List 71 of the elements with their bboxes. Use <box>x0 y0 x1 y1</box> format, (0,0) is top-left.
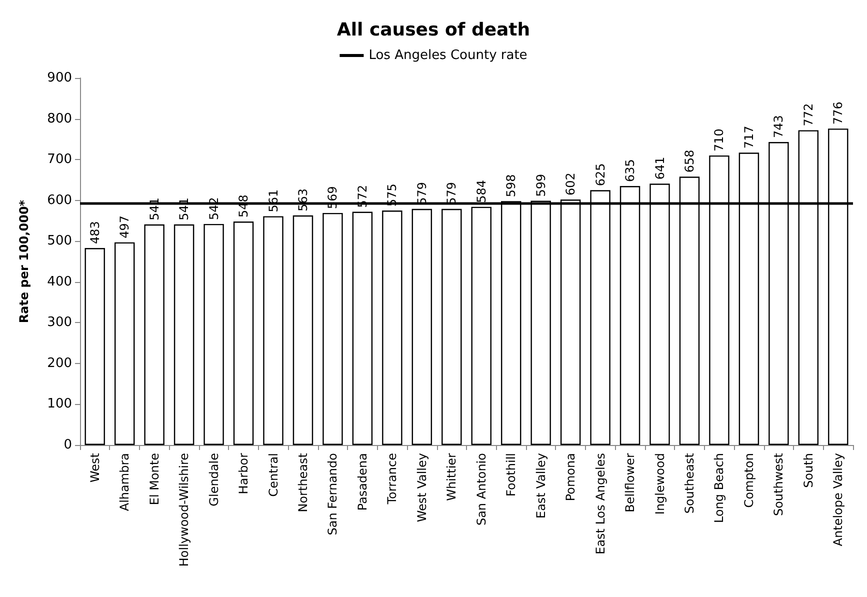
y-tick-label: 700 <box>47 152 72 168</box>
data-label: 599 <box>534 174 548 197</box>
x-tick-label: Torrance <box>385 453 400 506</box>
y-tick-label: 100 <box>47 396 72 412</box>
data-label: 483 <box>88 221 102 244</box>
x-tick-label: Northeast <box>296 452 310 512</box>
legend-label: Los Angeles County rate <box>368 48 528 63</box>
data-label: 772 <box>801 103 816 126</box>
bar <box>471 206 492 445</box>
x-tick-label: Pasadena <box>355 453 370 511</box>
bar <box>263 216 284 445</box>
bar <box>204 224 224 445</box>
y-tick-label: 0 <box>64 438 72 452</box>
y-tick-label: 300 <box>47 315 72 330</box>
y-tick-label: 400 <box>47 274 72 290</box>
data-label: 598 <box>504 174 518 198</box>
bar <box>442 208 462 445</box>
bar <box>84 248 105 445</box>
y-tick-label: 800 <box>47 111 72 126</box>
bar <box>382 210 402 445</box>
x-tick-label: Inglewood <box>652 453 667 515</box>
data-label: 497 <box>118 215 132 238</box>
x-tick-label: Long Beach <box>712 453 726 524</box>
data-label: 717 <box>742 126 756 149</box>
x-tick-label: Foothill <box>504 453 518 496</box>
data-label: 635 <box>623 159 638 182</box>
x-tick-label: San Fernando <box>326 453 340 536</box>
bar <box>322 212 343 445</box>
x-tick-label: Pomona <box>564 453 578 502</box>
data-label: 641 <box>652 156 667 180</box>
x-tick-label: Hollywood-Wilshire <box>177 453 192 567</box>
bar <box>233 222 254 445</box>
y-tick-label: 200 <box>47 356 72 371</box>
data-label: 584 <box>474 180 488 203</box>
x-tick-label: East Valley <box>534 453 548 518</box>
x-tick-label: Southwest <box>772 452 786 516</box>
x-tick-label: Southeast <box>682 452 696 514</box>
x-tick-label: San Antonio <box>474 453 488 526</box>
chart-title: All causes of death <box>336 20 530 40</box>
x-tick-label: Antelope Valley <box>831 453 846 546</box>
x-tick-label: Alhambra <box>118 453 132 512</box>
x-tick-label: Harbor <box>236 452 251 494</box>
y-tick-label: 600 <box>47 192 72 208</box>
x-tick-label: Compton <box>742 453 756 508</box>
data-label: 602 <box>564 172 578 196</box>
x-tick-label: West <box>88 452 102 483</box>
x-tick-label: Whittier <box>444 452 459 501</box>
x-tick-label: East Los Angeles <box>593 453 608 554</box>
data-label: 776 <box>831 102 846 125</box>
bar <box>114 242 135 445</box>
x-tick-label: Bellflower <box>623 452 638 512</box>
data-label: 658 <box>682 150 696 173</box>
data-label: 743 <box>772 115 786 138</box>
data-label: 541 <box>177 197 192 220</box>
bar <box>412 208 432 445</box>
x-tick-label: El Monte <box>147 453 162 506</box>
data-label: 710 <box>712 128 726 152</box>
data-label: 563 <box>296 188 310 212</box>
data-label: 541 <box>147 197 162 220</box>
y-tick-label: 500 <box>47 234 72 249</box>
x-tick-label: Glendale <box>206 453 221 506</box>
bar <box>352 212 373 445</box>
y-tick-label: 900 <box>47 70 72 86</box>
bar <box>174 224 194 445</box>
x-tick-label: South <box>801 453 816 488</box>
bar <box>144 224 164 445</box>
y-axis-title: Rate per 100,000* <box>17 199 31 324</box>
x-tick-label: Central <box>266 453 280 497</box>
data-label: 625 <box>593 163 608 186</box>
x-tick-label: West Valley <box>414 453 429 522</box>
bar <box>292 215 314 445</box>
